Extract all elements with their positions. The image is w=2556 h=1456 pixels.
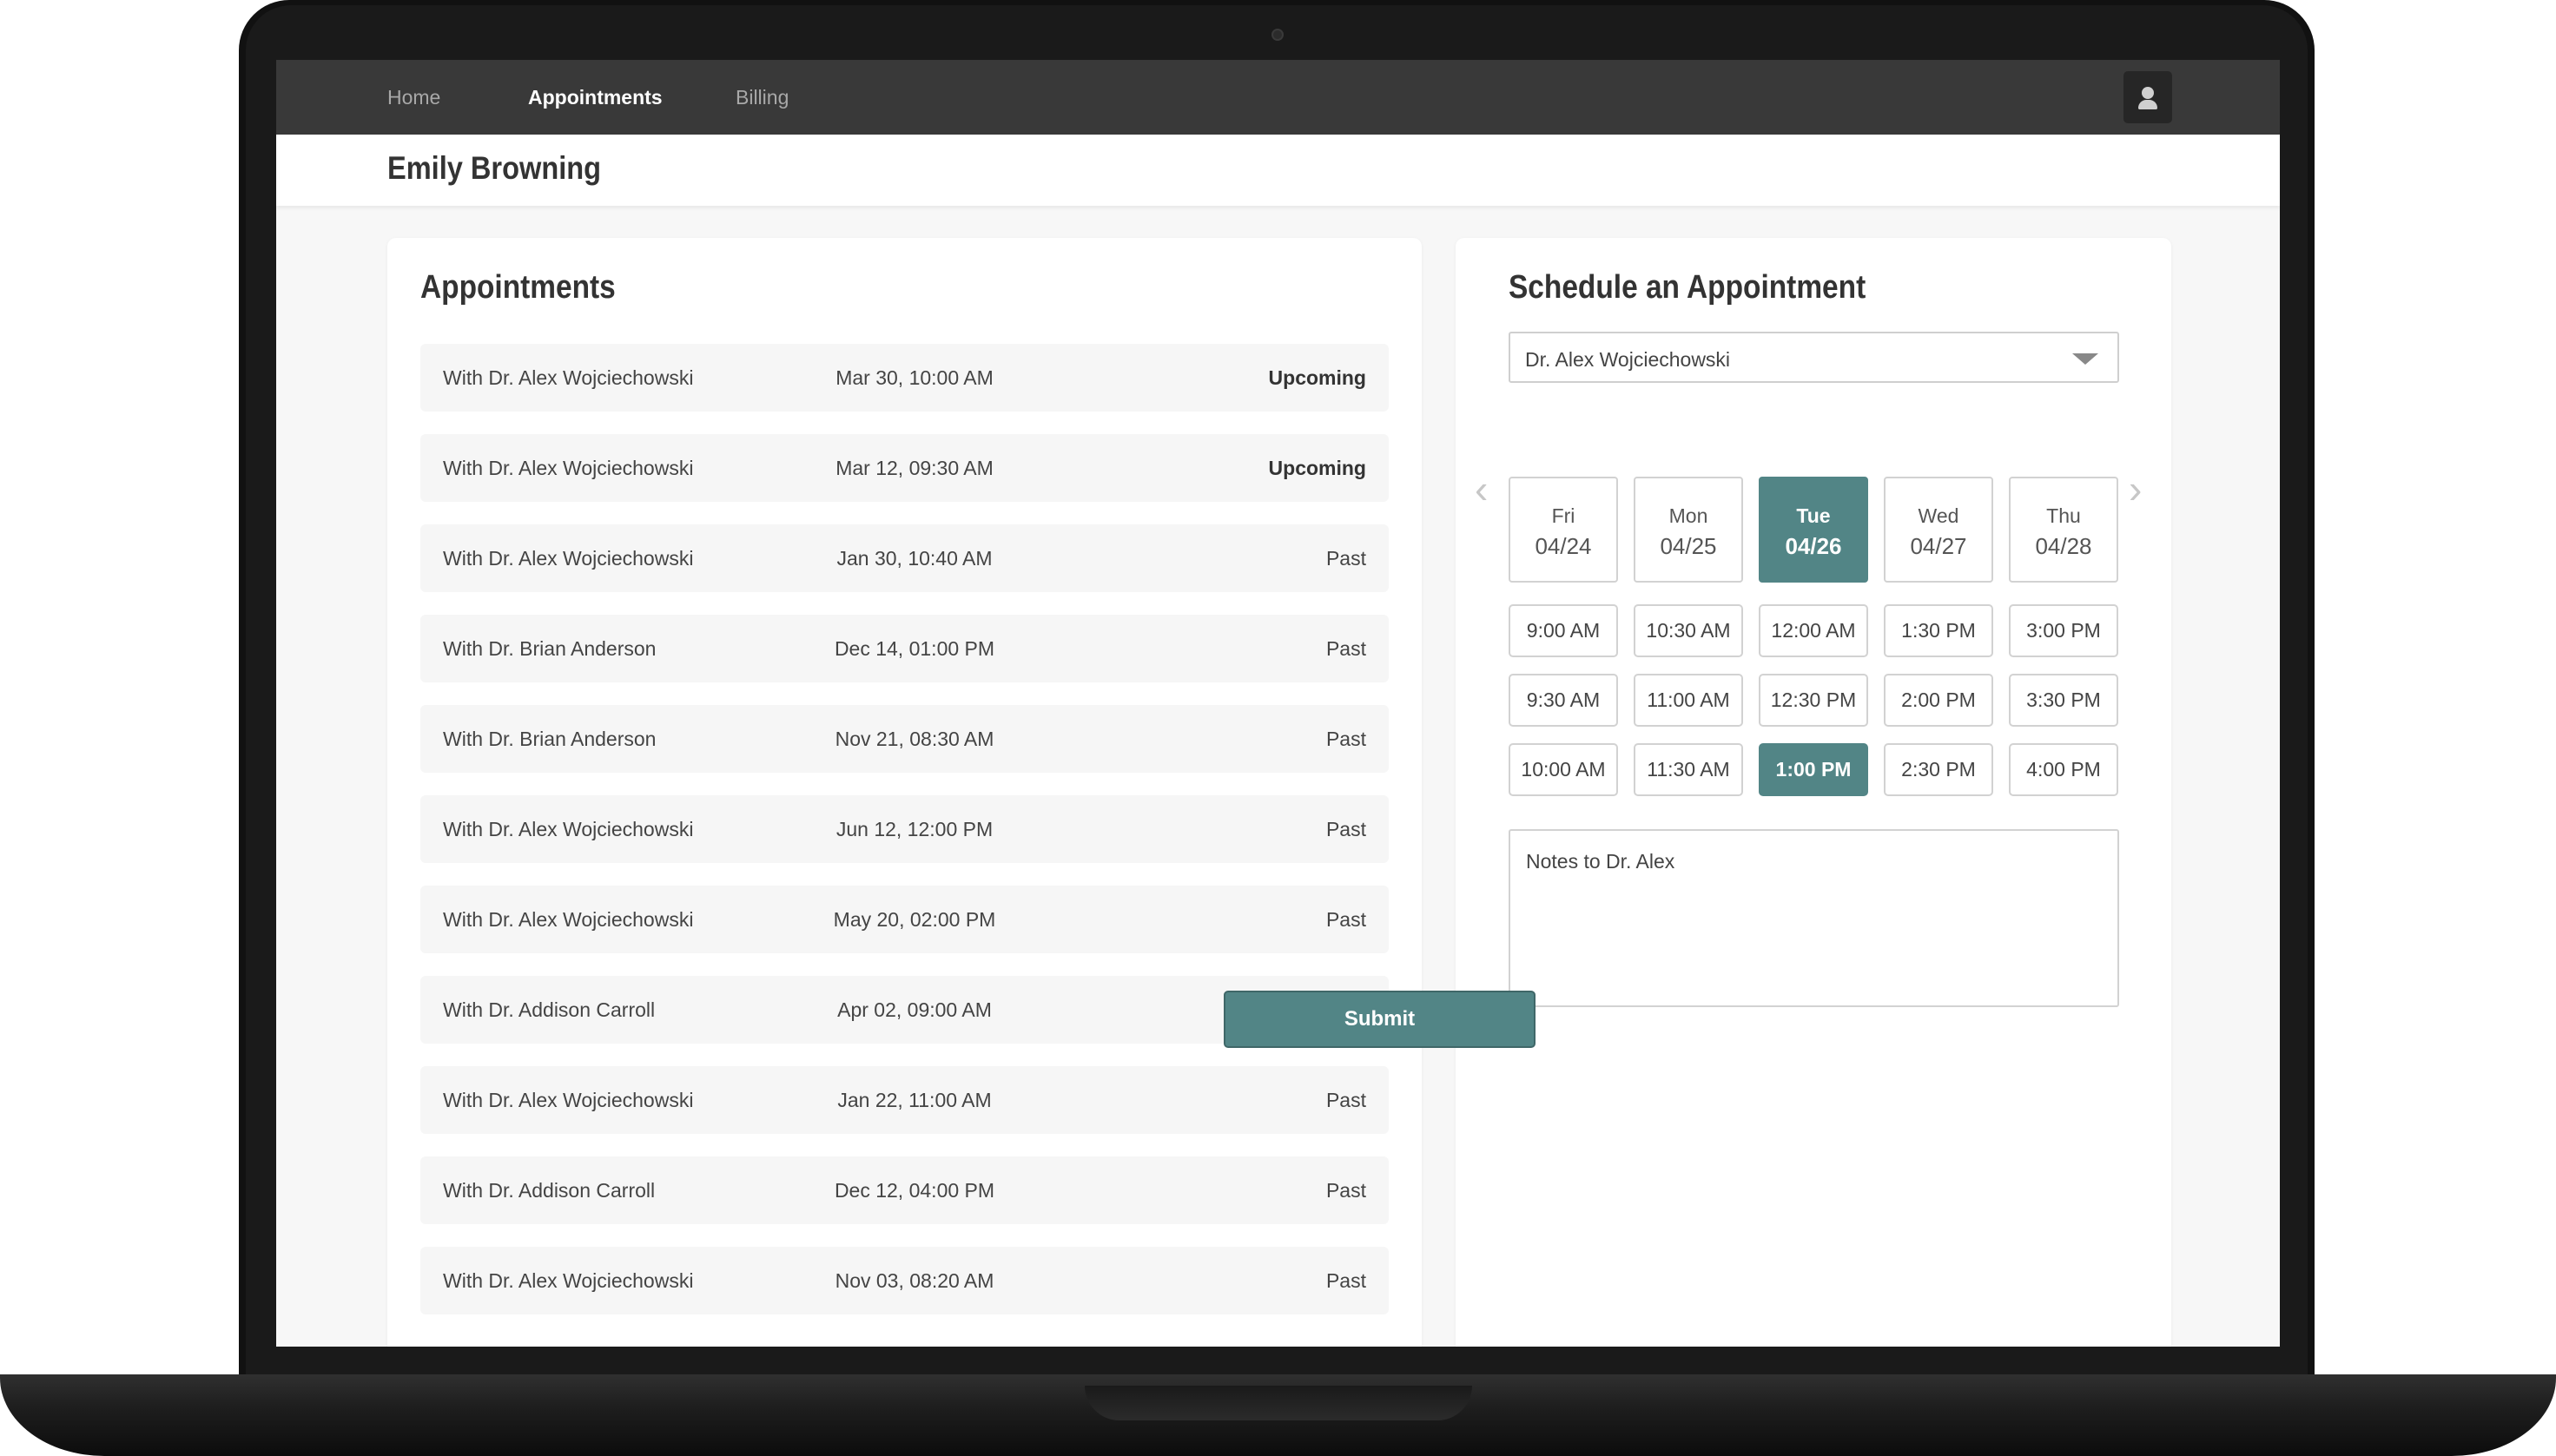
appointment-row[interactable]: With Dr. Brian Anderson Nov 21, 08:30 AM P… [420, 705, 1389, 773]
day-date: 04/25 [1660, 533, 1717, 559]
app-screen: Home Appointments Billing Emily Browning… [276, 60, 2280, 1347]
appointment-status: Upcoming [1268, 457, 1366, 479]
appointment-status: Past [1325, 818, 1366, 840]
appointment-row[interactable]: With Dr. Alex Wojciechowski Jun 12, 12:00… [420, 795, 1389, 863]
appointment-doctor: With Dr. Addison Carroll [443, 1179, 656, 1202]
chevron-left-icon[interactable]: ‹ [1475, 466, 1489, 511]
appointment-row[interactable]: With Dr. Alex Wojciechowski Mar 12, 09:30… [420, 434, 1389, 502]
appointment-datetime: Jun 12, 12:00 PM [835, 818, 994, 840]
notes-field[interactable] [1509, 829, 2119, 1007]
time-slot-button[interactable]: 9:30 AM [1509, 674, 1618, 727]
appointment-doctor: With Dr. Alex Wojciechowski [443, 1089, 694, 1111]
time-slot-button[interactable]: 9:00 AM [1509, 604, 1618, 657]
time-slot-button[interactable]: 10:00 AM [1509, 743, 1618, 796]
chevron-right-icon[interactable]: › [2129, 466, 2143, 511]
day-option[interactable]: Wed 04/27 [1884, 477, 1993, 583]
appointment-status: Past [1325, 1179, 1366, 1202]
appointments-title: Appointments [420, 269, 616, 306]
nav-billing[interactable]: Billing [736, 86, 789, 109]
day-date: 04/26 [1785, 533, 1842, 559]
time-slot-button[interactable]: 10:30 AM [1634, 604, 1743, 657]
appointment-doctor: With Dr. Brian Anderson [443, 728, 657, 750]
appointment-doctor: With Dr. Alex Wojciechowski [443, 818, 694, 840]
doctor-select-value: Dr. Alex Wojciechowski [1525, 348, 1731, 371]
day-name: Wed [1918, 504, 1959, 527]
appointment-status: Past [1325, 637, 1366, 660]
appointment-datetime: Dec 14, 01:00 PM [834, 637, 995, 660]
appointment-row[interactable]: With Dr. Alex Wojciechowski May 20, 02:00… [420, 886, 1389, 953]
appointment-datetime: Nov 21, 08:30 AM [835, 728, 994, 750]
time-slot-button[interactable]: 1:00 PM [1759, 743, 1868, 796]
user-icon-body [2138, 100, 2157, 109]
appointment-datetime: May 20, 02:00 PM [833, 908, 996, 931]
appointment-datetime: Jan 30, 10:40 AM [836, 547, 993, 570]
nav-appointments[interactable]: Appointments [528, 86, 663, 109]
day-option[interactable]: Mon 04/25 [1634, 477, 1743, 583]
doctor-select[interactable]: Dr. Alex Wojciechowski [1509, 332, 2119, 383]
user-icon [2142, 87, 2154, 99]
patient-header: Emily Browning [276, 135, 2280, 206]
appointment-row[interactable]: With Dr. Alex Wojciechowski Nov 03, 08:20… [420, 1247, 1389, 1314]
appointment-status: Past [1325, 728, 1366, 750]
day-date: 04/28 [2035, 533, 2092, 559]
appointment-doctor: With Dr. Alex Wojciechowski [443, 1269, 694, 1292]
schedule-card: Schedule an Appointment Dr. Alex Wojciec… [1456, 238, 2171, 1347]
day-name: Fri [1551, 504, 1575, 527]
time-slot-button[interactable]: 12:00 AM [1759, 604, 1868, 657]
chevron-down-icon [2072, 353, 2098, 365]
time-slot-button[interactable]: 2:00 PM [1884, 674, 1993, 727]
appointment-row[interactable]: With Dr. Alex Wojciechowski Jan 22, 11:00… [420, 1066, 1389, 1134]
appointment-datetime: Nov 03, 08:20 AM [835, 1269, 994, 1292]
appointment-datetime: Mar 12, 09:30 AM [835, 457, 994, 479]
appointment-status: Upcoming [1268, 366, 1366, 389]
day-date: 04/27 [1910, 533, 1967, 559]
appointment-doctor: With Dr. Alex Wojciechowski [443, 908, 694, 931]
appointment-doctor: With Dr. Alex Wojciechowski [443, 547, 694, 570]
top-navbar: Home Appointments Billing [276, 60, 2280, 135]
appointment-datetime: Mar 30, 10:00 AM [835, 366, 994, 389]
appointment-doctor: With Dr. Addison Carroll [443, 998, 656, 1021]
nav-home[interactable]: Home [387, 86, 441, 109]
day-name: Mon [1668, 504, 1708, 527]
appointment-datetime: Jan 22, 11:00 AM [837, 1089, 992, 1111]
appointment-row[interactable]: With Dr. Alex Wojciechowski Mar 30, 10:00… [420, 344, 1389, 412]
appointment-doctor: With Dr. Alex Wojciechowski [443, 366, 694, 389]
appointments-card: Appointments With Dr. Alex Wojciechowski… [387, 238, 1422, 1347]
day-option[interactable]: Fri 04/24 [1509, 477, 1618, 583]
appointment-row[interactable]: With Dr. Brian Anderson Dec 14, 01:00 PM P… [420, 615, 1389, 682]
appointment-status: Past [1325, 1089, 1366, 1111]
time-slot-button[interactable]: 3:00 PM [2009, 604, 2118, 657]
time-slot-button[interactable]: 3:30 PM [2009, 674, 2118, 727]
appointment-row[interactable]: With Dr. Addison Carroll Dec 12, 04:00 PM… [420, 1156, 1389, 1224]
time-slot-button[interactable]: 2:30 PM [1884, 743, 1993, 796]
day-name: Thu [2046, 504, 2081, 527]
appointment-row[interactable]: With Dr. Alex Wojciechowski Jan 30, 10:40… [420, 524, 1389, 592]
appointment-status: Past [1325, 547, 1366, 570]
patient-name: Emily Browning [387, 150, 602, 186]
time-slot-button[interactable]: 1:30 PM [1884, 604, 1993, 657]
time-slot-button[interactable]: 4:00 PM [2009, 743, 2118, 796]
user-avatar-button[interactable] [2123, 71, 2172, 123]
appointment-datetime: Apr 02, 09:00 AM [837, 998, 992, 1021]
schedule-title: Schedule an Appointment [1509, 269, 1866, 306]
appointment-datetime: Dec 12, 04:00 PM [834, 1179, 995, 1202]
day-option[interactable]: Thu 04/28 [2009, 477, 2118, 583]
webcam [1271, 29, 1284, 41]
time-slot-button[interactable]: 11:00 AM [1634, 674, 1743, 727]
day-option[interactable]: Tue 04/26 [1759, 477, 1868, 583]
appointment-status: Past [1325, 1269, 1366, 1292]
time-slot-button[interactable]: 11:30 AM [1634, 743, 1743, 796]
appointment-doctor: With Dr. Alex Wojciechowski [443, 457, 694, 479]
laptop-notch [1085, 1386, 1472, 1420]
submit-button[interactable]: Submit [1224, 991, 1536, 1048]
appointment-doctor: With Dr. Brian Anderson [443, 637, 657, 660]
day-date: 04/24 [1535, 533, 1592, 559]
appointment-status: Past [1325, 908, 1366, 931]
day-name: Tue [1796, 504, 1831, 527]
time-slot-button[interactable]: 12:30 PM [1759, 674, 1868, 727]
